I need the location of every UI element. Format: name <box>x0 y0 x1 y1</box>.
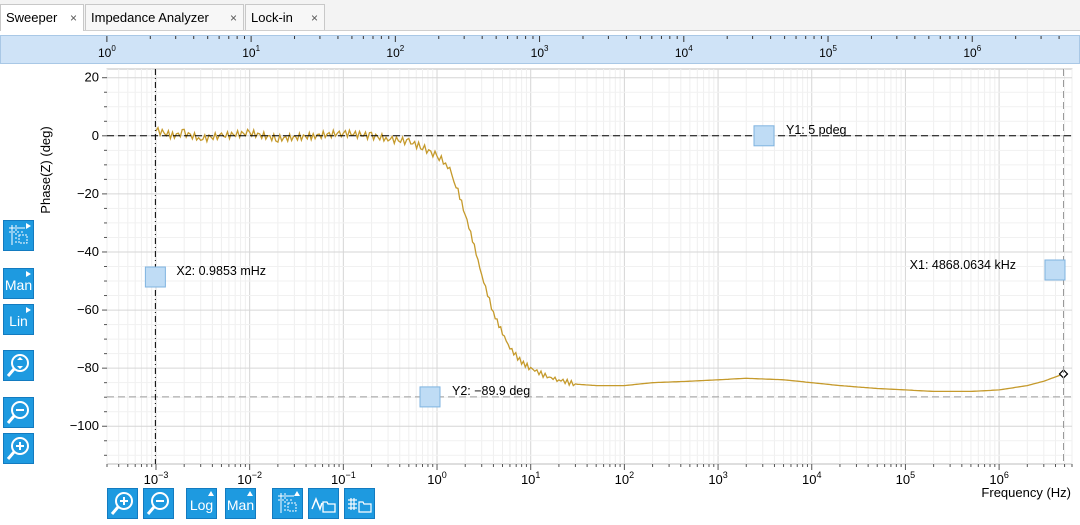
zoom-out-icon <box>146 492 169 515</box>
x-tick-label: 10−3 <box>144 470 169 487</box>
overview-tick-label: 102 <box>386 44 404 60</box>
overview-tick-label: 103 <box>531 44 549 60</box>
zoom-in-button[interactable] <box>3 433 34 464</box>
x-zoom-out-button[interactable] <box>143 488 174 519</box>
zoom-out-icon <box>6 401 29 424</box>
tab-impedance-analyzer-close-icon[interactable]: × <box>229 11 237 25</box>
x-grid-options-button[interactable] <box>272 488 303 519</box>
tab-sweeper-label: Sweeper <box>6 10 58 25</box>
y-scale-button[interactable]: Lin <box>3 304 34 335</box>
tab-bar: Sweeper × Impedance Analyzer × Lock-in × <box>0 0 1080 31</box>
zoom-in-icon <box>6 437 29 460</box>
y2-cursor-label: Y2: −89.9 deg <box>452 384 530 398</box>
x-tick-label: 100 <box>427 470 446 487</box>
tab-lock-in[interactable]: Lock-in × <box>245 4 325 30</box>
y-axis-label: Phase(Z) (deg) <box>38 126 53 213</box>
x-scale-label: Log <box>189 497 214 513</box>
zoom-in-icon <box>110 492 133 515</box>
phase-trace <box>155 125 1064 393</box>
x-tick-label: 106 <box>989 470 1008 487</box>
x-tick-label: 101 <box>521 470 540 487</box>
x1-cursor-label: X1: 4868.0634 kHz <box>910 258 1016 272</box>
x-tick-label: 105 <box>896 470 915 487</box>
y-tick-label: −60 <box>77 302 99 317</box>
x-range-mode-label: Man <box>226 497 255 513</box>
save-table-button[interactable] <box>344 488 375 519</box>
zoom-out-button[interactable] <box>3 397 34 428</box>
overview-tick-label: 104 <box>675 44 693 60</box>
grid-options-icon <box>9 225 28 245</box>
y-tick-label: −40 <box>77 244 99 259</box>
overview-tick-label: 100 <box>98 44 116 60</box>
phase-plot[interactable]: 20 0 −20 −40 −60 −80 −100 10−3 10−2 10−1 100 101 102… <box>0 64 1080 525</box>
y-tick-label: −20 <box>77 186 99 201</box>
x1-cursor-handle[interactable] <box>1044 259 1066 281</box>
x2-cursor-handle[interactable] <box>144 266 166 288</box>
tab-lock-in-label: Lock-in <box>251 10 293 25</box>
overview-axis: 100 101 102 103 104 105 106 <box>98 36 1060 60</box>
grid-options-icon <box>278 493 297 513</box>
tab-impedance-analyzer[interactable]: Impedance Analyzer × <box>85 4 244 30</box>
save-table-icon <box>348 498 372 513</box>
y1-cursor-handle[interactable] <box>753 125 775 147</box>
y-tick-label: −80 <box>77 360 99 375</box>
x-tick-label: 10−1 <box>331 470 356 487</box>
x-tick-label: 102 <box>615 470 634 487</box>
x-tick-label: 10−2 <box>237 470 262 487</box>
y-range-mode-button[interactable]: Man <box>3 268 34 299</box>
tab-sweeper[interactable]: Sweeper × <box>0 4 84 31</box>
zoom-fit-icon <box>6 354 29 377</box>
overview-tick-label: 106 <box>963 44 981 60</box>
save-signal-button[interactable] <box>308 488 339 519</box>
y1-cursor-label: Y1: 5 pdeg <box>786 123 847 137</box>
y-tick-label: 0 <box>92 128 99 143</box>
y-range-mode-label: Man <box>4 277 33 293</box>
x-tick-label: 103 <box>708 470 727 487</box>
x-scale-button[interactable]: Log <box>186 488 217 519</box>
frequency-overview-bar[interactable]: 100 101 102 103 104 105 106 <box>0 35 1080 64</box>
tab-impedance-analyzer-label: Impedance Analyzer <box>91 10 209 25</box>
x-range-mode-button[interactable]: Man <box>225 488 256 519</box>
y-scale-label: Lin <box>9 313 28 329</box>
x-tick-label: 104 <box>802 470 821 487</box>
zoom-fit-button[interactable] <box>3 350 34 381</box>
tab-sweeper-close-icon[interactable]: × <box>69 11 77 25</box>
tab-lock-in-close-icon[interactable]: × <box>310 11 318 25</box>
overview-tick-label: 101 <box>242 44 260 60</box>
y2-cursor-handle[interactable] <box>419 386 441 408</box>
save-signal-icon <box>311 496 336 513</box>
y-tick-label: −100 <box>70 418 99 433</box>
x-axis-label: Frequency (Hz) <box>981 485 1071 500</box>
x2-cursor-label: X2: 0.9853 mHz <box>176 264 266 278</box>
y-tick-label: 20 <box>85 70 99 85</box>
overview-tick-label: 105 <box>819 44 837 60</box>
x-zoom-in-button[interactable] <box>107 488 138 519</box>
grid-options-button[interactable] <box>3 220 34 251</box>
